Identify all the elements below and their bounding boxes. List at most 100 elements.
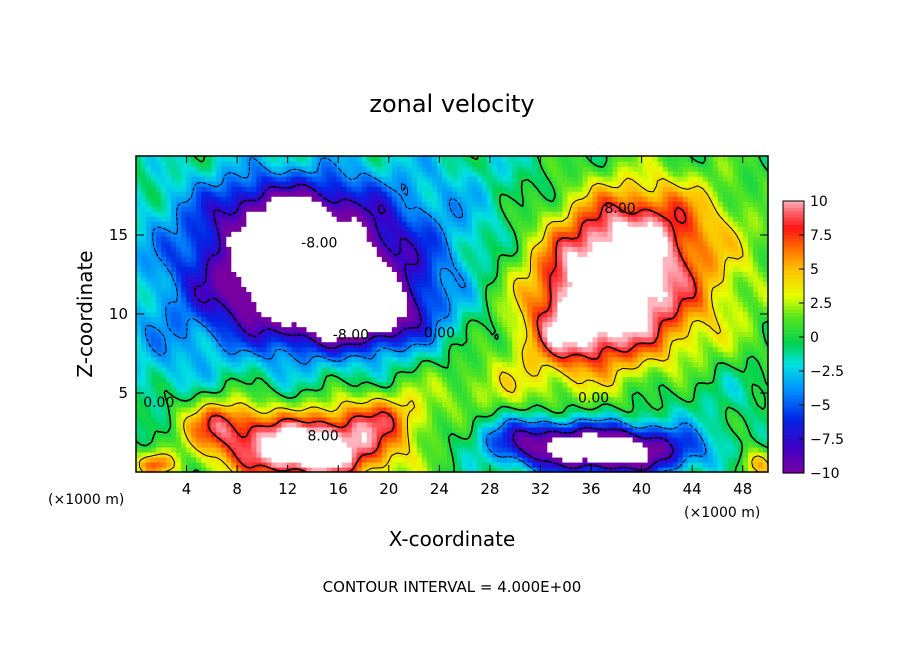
field-cell (532, 441, 538, 448)
field-cell (231, 311, 237, 318)
field-cell (276, 456, 283, 463)
field-cell (487, 361, 493, 368)
field-cell (592, 346, 599, 353)
field-cell (592, 341, 599, 348)
field-cell (737, 356, 744, 363)
field-cell (602, 406, 609, 413)
field-cell (421, 291, 428, 298)
field-cell (261, 416, 268, 423)
field-cell (567, 391, 573, 398)
field-cell (166, 351, 172, 358)
field-cell (592, 396, 599, 403)
field-cell (627, 426, 634, 433)
field-cell (146, 376, 152, 383)
field-cell (166, 446, 172, 453)
field-cell (251, 456, 257, 463)
field-cell (572, 386, 578, 393)
field-cell (161, 436, 167, 443)
field-cell (226, 386, 232, 393)
field-cell (181, 456, 187, 463)
field-cell (326, 316, 333, 323)
field-cell (672, 416, 679, 423)
field-cell (381, 271, 388, 277)
field-cell (642, 336, 649, 343)
field-cell (482, 346, 488, 353)
field-cell (482, 381, 488, 388)
field-cell (677, 446, 684, 453)
field-cell (171, 391, 177, 398)
field-cell (436, 306, 443, 313)
field-cell (627, 281, 634, 288)
field-cell (261, 331, 268, 338)
field-cell (542, 371, 548, 378)
field-cell (196, 341, 202, 348)
field-cell (672, 286, 679, 293)
field-cell (366, 316, 373, 323)
field-cell (271, 416, 278, 423)
field-cell (391, 431, 398, 438)
field-cell (582, 331, 589, 338)
field-cell (622, 346, 629, 353)
field-cell (366, 276, 373, 282)
field-cell (341, 311, 348, 318)
field-cell (246, 306, 252, 313)
field-cell (326, 341, 333, 348)
field-cell (386, 321, 393, 328)
field-cell (692, 316, 699, 323)
field-cell (517, 371, 523, 378)
field-cell (452, 356, 458, 363)
field-cell (687, 296, 694, 303)
field-cell (401, 386, 408, 393)
field-cell (446, 466, 453, 473)
field-cell (627, 406, 634, 413)
field-cell (617, 311, 624, 318)
field-cell (296, 411, 303, 418)
field-cell (487, 426, 493, 433)
field-cell (316, 296, 323, 303)
field-cell (371, 346, 378, 353)
field-cell (361, 386, 368, 393)
field-cell (291, 286, 298, 293)
field-cell (617, 421, 624, 428)
field-cell (657, 296, 664, 303)
field-cell (457, 431, 463, 438)
field-cell (341, 456, 348, 463)
field-cell (757, 281, 764, 288)
field-cell (672, 321, 679, 328)
field-cell (622, 441, 629, 448)
field-cell (261, 451, 268, 458)
field-cell (722, 421, 729, 428)
field-cell (627, 291, 634, 298)
field-cell (341, 291, 348, 298)
field-cell (296, 326, 303, 333)
field-cell (151, 311, 157, 318)
field-cell (467, 366, 473, 373)
field-cell (281, 386, 288, 393)
field-cell (191, 451, 197, 458)
field-cell (582, 316, 589, 323)
field-cell (707, 341, 714, 348)
field-cell (567, 361, 573, 368)
field-cell (472, 291, 478, 298)
field-cell (416, 391, 423, 398)
field-cell (607, 456, 614, 463)
field-cell (512, 306, 518, 313)
field-cell (226, 451, 232, 458)
field-cell (271, 391, 278, 398)
field-cell (421, 331, 428, 338)
field-cell (487, 301, 493, 308)
field-cell (607, 416, 614, 423)
field-cell (647, 461, 654, 468)
field-cell (532, 281, 538, 288)
field-cell (231, 381, 237, 388)
field-cell (622, 296, 629, 303)
field-cell (752, 316, 759, 323)
field-cell (261, 376, 268, 383)
field-cell (446, 341, 453, 348)
field-cell (552, 356, 558, 363)
field-cell (281, 311, 288, 318)
field-cell (136, 316, 142, 323)
field-cell (662, 451, 669, 458)
field-cell (727, 291, 734, 298)
field-cell (256, 396, 262, 403)
